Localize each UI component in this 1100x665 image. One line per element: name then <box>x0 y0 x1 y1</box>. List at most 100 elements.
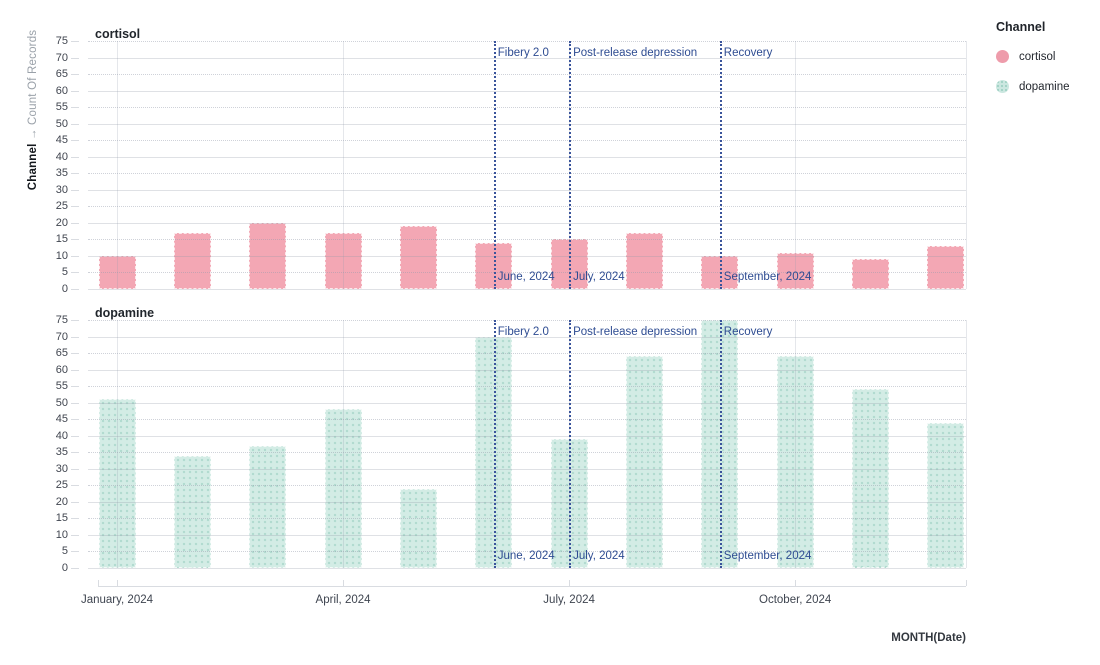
gridline-v <box>795 41 797 289</box>
y-tick-label: 5 <box>61 545 68 558</box>
y-tick-label: 45 <box>55 134 68 147</box>
legend-label: cortisol <box>1019 50 1056 63</box>
gridline-v <box>795 320 797 568</box>
bar-dopamine-10[interactable] <box>852 389 889 568</box>
y-tick-mark <box>71 386 79 388</box>
y-tick-mark <box>71 222 79 224</box>
bar-dopamine-0[interactable] <box>98 399 136 568</box>
gridline-h <box>88 123 966 125</box>
bar-dopamine-4[interactable] <box>399 488 437 568</box>
x-axis-end-tick <box>966 580 967 586</box>
y-tick-mark <box>71 419 79 421</box>
bar-cortisol-9[interactable] <box>776 252 814 289</box>
annotation-date-label: July, 2024 <box>573 550 625 562</box>
y-tick-mark <box>71 206 79 208</box>
bar-dopamine-9[interactable] <box>776 356 814 568</box>
legend: Channel cortisol dopamine <box>996 20 1096 110</box>
y-tick-mark <box>71 353 79 355</box>
y-tick-mark <box>71 90 79 92</box>
gridline-h <box>88 386 966 388</box>
y-tick-mark <box>71 518 79 520</box>
annotation-label: Post-release depression <box>573 326 698 338</box>
gridline-v <box>343 41 345 289</box>
gridline-h <box>88 353 966 355</box>
annotation-label: Fibery 2.0 <box>497 326 549 338</box>
y-tick-mark <box>71 435 79 437</box>
y-tick-label: 50 <box>55 117 68 130</box>
gridline-h <box>88 485 966 487</box>
y-tick-label: 55 <box>55 380 68 393</box>
gridline-h <box>88 57 966 59</box>
gridline-h <box>88 272 966 274</box>
x-tick-label: April, 2024 <box>315 594 371 606</box>
bar-cortisol-4[interactable] <box>399 226 437 289</box>
bar-cortisol-3[interactable] <box>324 232 362 289</box>
annotation-date-label: July, 2024 <box>573 271 625 283</box>
gridline-h <box>88 551 966 553</box>
x-axis-title: MONTH(Date) <box>891 632 966 644</box>
bar-cortisol-1[interactable] <box>173 232 211 289</box>
y-tick-label: 65 <box>55 347 68 360</box>
legend-item-cortisol: cortisol <box>996 50 1096 63</box>
y-tick-mark <box>71 289 79 290</box>
y-tick-mark <box>71 57 79 59</box>
y-tick-label: 40 <box>55 429 68 442</box>
bar-dopamine-1[interactable] <box>173 455 211 568</box>
y-tick-label: 0 <box>61 283 68 295</box>
y-tick-label: 20 <box>55 495 68 508</box>
legend-swatch-cortisol-icon <box>996 50 1009 63</box>
annotation-rule <box>569 41 572 289</box>
y-tick-label: 50 <box>55 396 68 409</box>
facet-title-cortisol: cortisol <box>95 27 141 41</box>
y-tick-label: 30 <box>55 183 68 196</box>
gridline-v <box>117 41 118 289</box>
annotation-rule <box>493 320 496 568</box>
plot-right-border <box>966 320 967 568</box>
y-tick-label: 20 <box>55 216 68 229</box>
x-axis-end-tick <box>98 580 99 586</box>
gridline-h <box>88 239 966 241</box>
bar-dopamine-3[interactable] <box>324 409 362 568</box>
x-axis-tick <box>343 580 345 586</box>
y-tick-mark <box>71 189 79 191</box>
y-tick-label: 5 <box>61 266 68 279</box>
y-tick-mark <box>71 468 79 470</box>
bar-cortisol-11[interactable] <box>927 246 965 289</box>
facet-title-dopamine: dopamine <box>95 306 155 320</box>
gridline-h <box>88 255 966 257</box>
y-tick-mark <box>71 568 79 569</box>
gridline-h <box>88 289 966 290</box>
y-tick-label: 70 <box>55 51 68 64</box>
y-tick-mark <box>71 123 79 125</box>
y-tick-mark <box>71 369 79 371</box>
annotation-rule <box>493 41 496 289</box>
x-axis-tick <box>117 580 118 586</box>
gridline-h <box>88 501 966 503</box>
y-tick-mark <box>71 272 79 274</box>
annotation-rule <box>719 320 722 568</box>
bar-dopamine-2[interactable] <box>249 445 287 568</box>
y-tick-label: 15 <box>55 512 68 525</box>
bar-cortisol-0[interactable] <box>98 255 136 289</box>
gridline-h <box>88 435 966 437</box>
annotation-date-label: September, 2024 <box>723 550 812 562</box>
legend-label: dopamine <box>1019 80 1070 93</box>
y-tick-mark <box>71 239 79 241</box>
bar-dopamine-7[interactable] <box>625 356 663 568</box>
y-tick-mark <box>71 255 79 257</box>
y-tick-label: 10 <box>55 528 68 541</box>
bar-dopamine-11[interactable] <box>927 422 965 568</box>
y-tick-label: 45 <box>55 413 68 426</box>
annotation-label: Fibery 2.0 <box>497 47 549 59</box>
y-tick-mark <box>71 501 79 503</box>
y-tick-label: 70 <box>55 330 68 343</box>
annotation-label: Post-release depression <box>573 47 698 59</box>
bar-cortisol-10[interactable] <box>852 259 889 289</box>
x-tick-label: January, 2024 <box>80 594 154 606</box>
x-axis-line <box>98 586 966 587</box>
y-tick-mark <box>71 336 79 338</box>
bar-cortisol-2[interactable] <box>249 222 287 289</box>
bar-cortisol-7[interactable] <box>625 232 663 289</box>
gridline-h <box>88 468 966 470</box>
gridline-h <box>88 74 966 76</box>
